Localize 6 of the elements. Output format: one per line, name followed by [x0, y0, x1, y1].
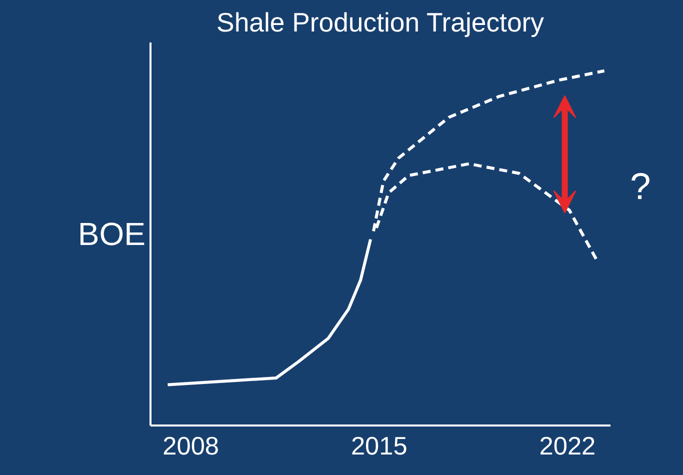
x-tick-label: 2022 — [539, 432, 596, 460]
x-tick-label: 2008 — [162, 432, 220, 460]
chart-title: Shale Production Trajectory — [216, 8, 545, 38]
y-axis-title: BOE — [78, 216, 146, 252]
text: ? — [630, 164, 651, 209]
x-tick-label: 2015 — [350, 432, 408, 460]
